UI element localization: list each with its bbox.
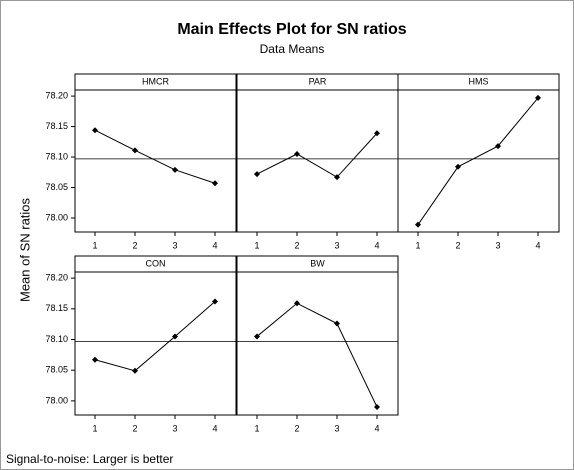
y-tick-label: 78.00 [45,395,68,405]
x-tick-label: 3 [334,423,339,433]
point [535,94,541,101]
panel-title: HMCR [142,76,169,86]
x-tick-label: 4 [212,423,217,433]
point [172,166,178,173]
point [254,171,260,178]
x-tick-label: 4 [374,240,379,250]
point [334,320,340,327]
x-tick-label: 2 [132,240,137,250]
point [334,174,340,181]
panel-plot [397,89,560,233]
x-tick-label: 4 [535,240,540,250]
x-tick-label: 4 [212,240,217,250]
y-tick-label: 78.00 [45,212,68,222]
point [374,404,380,411]
x-tick-label: 2 [455,240,460,250]
point [495,143,501,150]
y-tick-label: 78.10 [45,151,68,161]
x-tick-label: 2 [294,240,299,250]
y-tick-label: 78.15 [45,303,68,313]
x-tick-label: 1 [92,240,97,250]
point [294,300,300,307]
y-tick-label: 78.20 [45,273,68,283]
point [415,221,421,228]
point [92,356,98,363]
effect-line [256,132,378,178]
footnote: Signal-to-noise: Larger is better [6,452,173,466]
effect-line [94,301,216,372]
effect-line [256,302,378,408]
x-tick-label: 3 [172,240,177,250]
point [132,367,138,374]
point [374,130,380,137]
point [172,333,178,340]
panel-title: PAR [309,76,327,86]
point [294,150,300,157]
effect-line [417,97,539,225]
y-tick-label: 78.05 [45,182,68,192]
y-axis-label: Mean of SN ratios [17,197,32,302]
effect-line [94,129,216,184]
point [455,163,461,170]
y-tick-label: 78.15 [45,121,68,131]
x-tick-label: 2 [294,423,299,433]
panel-plot [236,89,399,233]
point [254,333,260,340]
x-tick-label: 1 [92,423,97,433]
chart-title: Main Effects Plot for SN ratios [177,21,406,38]
x-tick-label: 3 [334,240,339,250]
panel-title: BW [310,258,325,268]
chart-subtitle: Data Means [260,42,325,56]
x-tick-label: 1 [415,240,420,250]
x-tick-label: 1 [254,423,259,433]
panel-plot [236,271,399,416]
panel-title: HMS [469,76,489,86]
point [132,147,138,154]
point [92,127,98,134]
y-tick-label: 78.10 [45,334,68,344]
y-tick-label: 78.20 [45,90,68,100]
x-tick-label: 1 [254,240,259,250]
point [212,298,218,305]
point [212,180,218,187]
x-tick-label: 3 [172,423,177,433]
x-tick-label: 4 [374,423,379,433]
x-tick-label: 2 [132,423,137,433]
panel-title: CON [146,258,166,268]
panel-plot [74,271,237,416]
y-tick-label: 78.05 [45,365,68,375]
x-tick-label: 3 [495,240,500,250]
panel-plot [74,89,237,233]
